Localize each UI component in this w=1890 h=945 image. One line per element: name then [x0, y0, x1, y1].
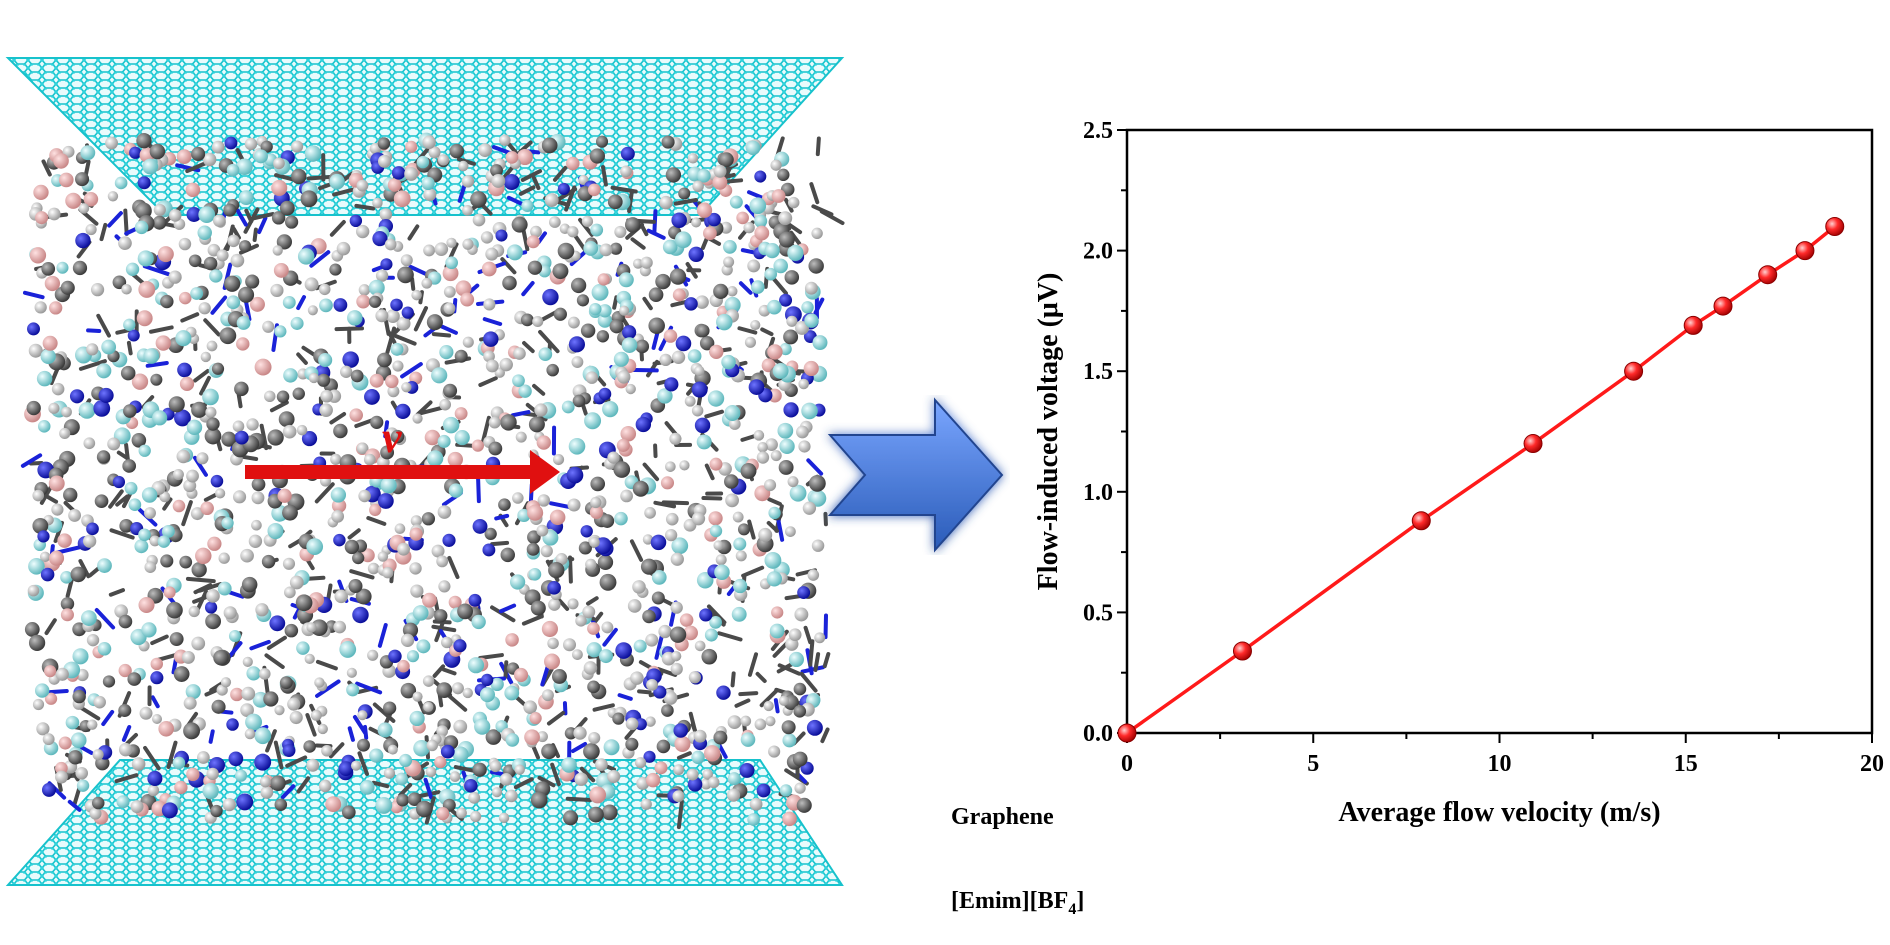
y-tick-label: 2.0	[1083, 239, 1113, 265]
voltage-velocity-chart: 0 5 10 15 20 0.0 0.5 1.0 1.5 2.0 2.5 Average flow v…	[1033, 118, 1884, 828]
data-point	[1683, 315, 1703, 335]
y-axis-label: Flow-induced voltage (μV)	[1033, 273, 1064, 591]
data-point	[1411, 511, 1431, 531]
y-tick-label: 1.5	[1083, 359, 1113, 385]
data-point	[1624, 361, 1644, 381]
data-point	[1232, 641, 1252, 661]
x-tick-label: 0	[1121, 751, 1133, 777]
x-tick-label: 10	[1488, 751, 1512, 777]
data-point	[1523, 434, 1543, 454]
data-point	[1117, 723, 1137, 743]
data-point	[1758, 265, 1778, 285]
ionic-liquid-molecules	[20, 132, 845, 830]
series-line	[1125, 225, 1836, 735]
x-tick-label: 5	[1307, 751, 1319, 777]
data-point	[1713, 296, 1733, 316]
velocity-label: v	[382, 413, 402, 462]
y-tick-label: 0.0	[1083, 721, 1113, 747]
y-tick-label: 2.5	[1083, 118, 1113, 144]
flow-arrow: v	[245, 413, 560, 494]
data-point	[1795, 241, 1815, 261]
x-tick-label: 15	[1674, 751, 1698, 777]
x-axis-label: Average flow velocity (m/s)	[1338, 797, 1660, 828]
x-tick-label: 20	[1860, 751, 1884, 777]
data-point	[1825, 216, 1845, 236]
transition-arrow-icon	[827, 397, 1004, 553]
y-tick-label: 1.0	[1083, 480, 1113, 506]
md-simulation-box: v BF4-Emim+	[5, 57, 845, 886]
legend-graphene-label: Graphene	[951, 804, 1054, 830]
legend-ionic-liquid-label: [Emim][BF4]	[951, 888, 1085, 918]
y-tick-label: 0.5	[1083, 600, 1113, 626]
